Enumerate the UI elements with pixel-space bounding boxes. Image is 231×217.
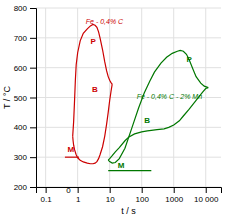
tick-mark <box>30 187 36 188</box>
tick: 600 <box>14 64 36 73</box>
tick: 1000 <box>165 187 183 204</box>
tick-label: 10 000 <box>194 195 219 204</box>
annotation: M <box>67 145 74 154</box>
tick: 200 <box>14 183 36 192</box>
tick: 700 <box>14 34 36 43</box>
grid-line-y <box>36 127 221 128</box>
axis-line <box>37 188 222 194</box>
tick: 300 <box>14 153 36 162</box>
tick-label: 10 <box>106 195 115 204</box>
tick-label: 400 <box>14 123 28 132</box>
tick-label: 700 <box>14 34 28 43</box>
series-line <box>73 84 113 164</box>
grid-line-y <box>36 157 221 158</box>
x-axis-title: t / s <box>121 206 136 216</box>
tick-label: 800 <box>14 4 28 13</box>
grid-line-y <box>36 67 221 68</box>
tick-mark <box>30 68 36 69</box>
tick-label: 600 <box>14 64 28 73</box>
tick-label: 1 <box>76 195 81 204</box>
tick-mark <box>30 127 36 128</box>
tick-mark <box>30 157 36 158</box>
tick-mark <box>78 187 79 193</box>
tick-mark <box>30 38 36 39</box>
tick: 500 <box>14 94 36 103</box>
chart-container: 0.1 1 10 100 1000 10 000 200 300 400 500 600 700 800… <box>0 0 231 217</box>
series-line <box>73 24 113 136</box>
tick-mark <box>46 187 47 193</box>
annotation: Fe - 0,4% C - 2% Mn <box>137 93 202 100</box>
annotation: Fe - 0,4% C <box>86 18 124 25</box>
series-line <box>108 88 208 160</box>
tick-label: 1000 <box>165 195 183 204</box>
series-line <box>108 50 208 163</box>
x-axis: 0.1 1 10 100 1000 10 000 <box>37 187 222 204</box>
tick-mark <box>30 8 36 9</box>
tick-label: 100 <box>136 195 150 204</box>
tick: 0.1 <box>41 187 53 204</box>
annotation: B <box>144 116 150 125</box>
tick: 800 <box>14 4 36 13</box>
tick: 1 <box>76 187 81 204</box>
tick-mark <box>110 187 111 193</box>
tick-label: 0.1 <box>41 195 53 204</box>
grid <box>36 8 221 187</box>
annotations: Fe - 0,4% C P B M Fe - 0,4% C - 2% Mn P B M 0 <box>66 18 202 196</box>
series-line <box>108 170 151 171</box>
grid-line-y <box>36 37 221 38</box>
series-line <box>65 157 79 158</box>
annotation: P <box>186 55 192 64</box>
tick: 100 <box>136 187 150 204</box>
tick-label: 500 <box>14 94 28 103</box>
tick: 400 <box>14 123 36 132</box>
annotation: P <box>90 37 96 46</box>
y-axis-title: T / °C <box>2 86 12 109</box>
axis-line <box>30 9 37 188</box>
y-axis: 200 300 400 500 600 700 800 <box>14 4 37 192</box>
tick: 10 000 <box>194 187 219 204</box>
tick-mark <box>206 187 207 193</box>
grid-line-y <box>36 8 221 9</box>
tick-mark <box>174 187 175 193</box>
tick-label: 300 <box>14 153 28 162</box>
tick: 10 <box>106 187 115 204</box>
plot-area: 0.1 1 10 100 1000 10 000 200 300 400 500 600 700 800… <box>14 4 222 204</box>
tick-mark <box>30 98 36 99</box>
chart: 0.1 1 10 100 1000 10 000 200 300 400 500 600 700 800… <box>0 0 231 217</box>
annotation: M <box>118 161 125 170</box>
tick-label: 200 <box>14 183 28 192</box>
annotation: B <box>92 85 98 94</box>
annotation: 0 <box>66 186 71 195</box>
tick-mark <box>142 187 143 193</box>
series-group <box>65 24 208 170</box>
